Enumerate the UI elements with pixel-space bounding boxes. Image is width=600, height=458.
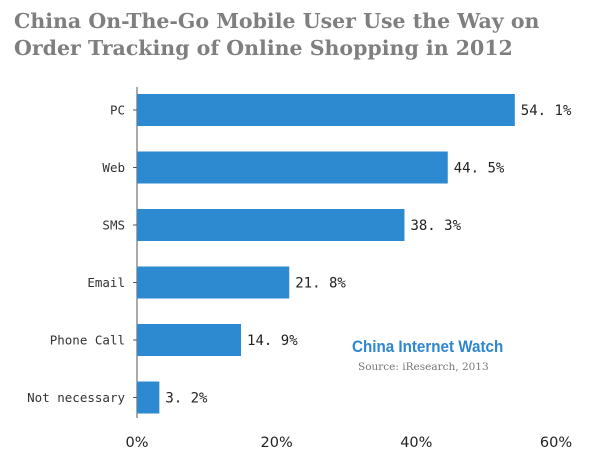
brand-watermark: China Internet Watch [352,338,504,356]
value-label: 44. 5% [454,161,505,177]
chart-title: China On-The-Go Mobile User Use the Way … [14,8,594,62]
bar [137,209,405,241]
chart-title-line-2: Order Tracking of Online Shopping in 201… [14,36,513,60]
value-label: 21. 8% [295,276,346,292]
x-tick-label: 40% [400,435,432,451]
x-tick-label: 20% [261,435,293,451]
bar [137,94,515,126]
category-label: Email [87,275,125,290]
source-note: Source: iResearch, 2013 [358,361,489,373]
value-label: 14. 9% [247,333,298,349]
x-tick-label: 0% [125,435,148,451]
category-label: Not necessary [27,390,125,405]
x-tick-label: 60% [540,435,572,451]
value-label: 3. 2% [165,391,208,407]
category-label: Phone Call [50,333,125,348]
bar [137,324,242,356]
category-label: SMS [102,218,125,233]
bar [137,266,290,299]
category-label: Web [102,160,125,175]
category-label: PC [110,103,125,118]
chart-title-line-1: China On-The-Go Mobile User Use the Way … [14,9,540,33]
bar [137,151,448,184]
bar [137,381,160,414]
value-label: 38. 3% [410,218,461,234]
value-label: 54. 1% [521,103,572,119]
